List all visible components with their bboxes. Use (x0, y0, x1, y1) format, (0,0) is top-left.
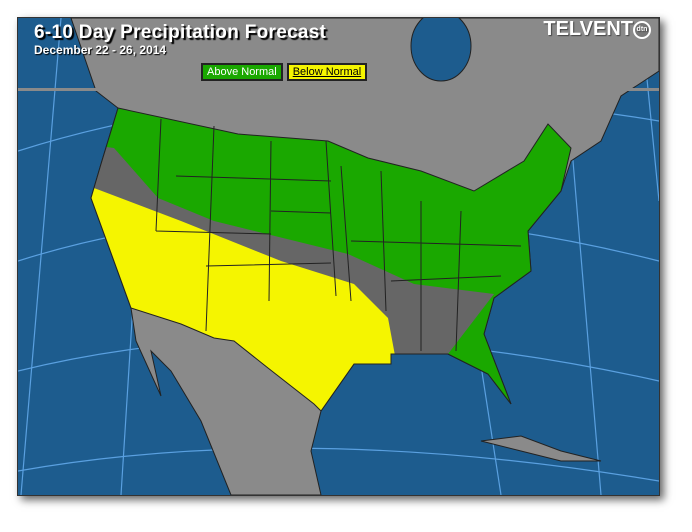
hudson-bay (410, 18, 472, 82)
state-borders (90, 107, 572, 412)
map-canvas (18, 18, 659, 495)
forecast-map: 6-10 Day Precipitation Forecast December… (17, 17, 660, 496)
legend: Above Normal Below Normal (201, 63, 368, 81)
legend-above-normal: Above Normal (201, 63, 283, 81)
date-range: December 22 - 26, 2014 (34, 43, 167, 57)
cuba (480, 435, 602, 462)
logo-text: TELVENT (543, 18, 633, 40)
dtn-badge: dtn (633, 20, 651, 39)
map-title: 6-10 Day Precipitation Forecast (34, 22, 327, 43)
header-divider (18, 88, 659, 91)
telvent-logo: TELVENT dtn (543, 18, 651, 41)
legend-below-normal: Below Normal (286, 63, 368, 81)
